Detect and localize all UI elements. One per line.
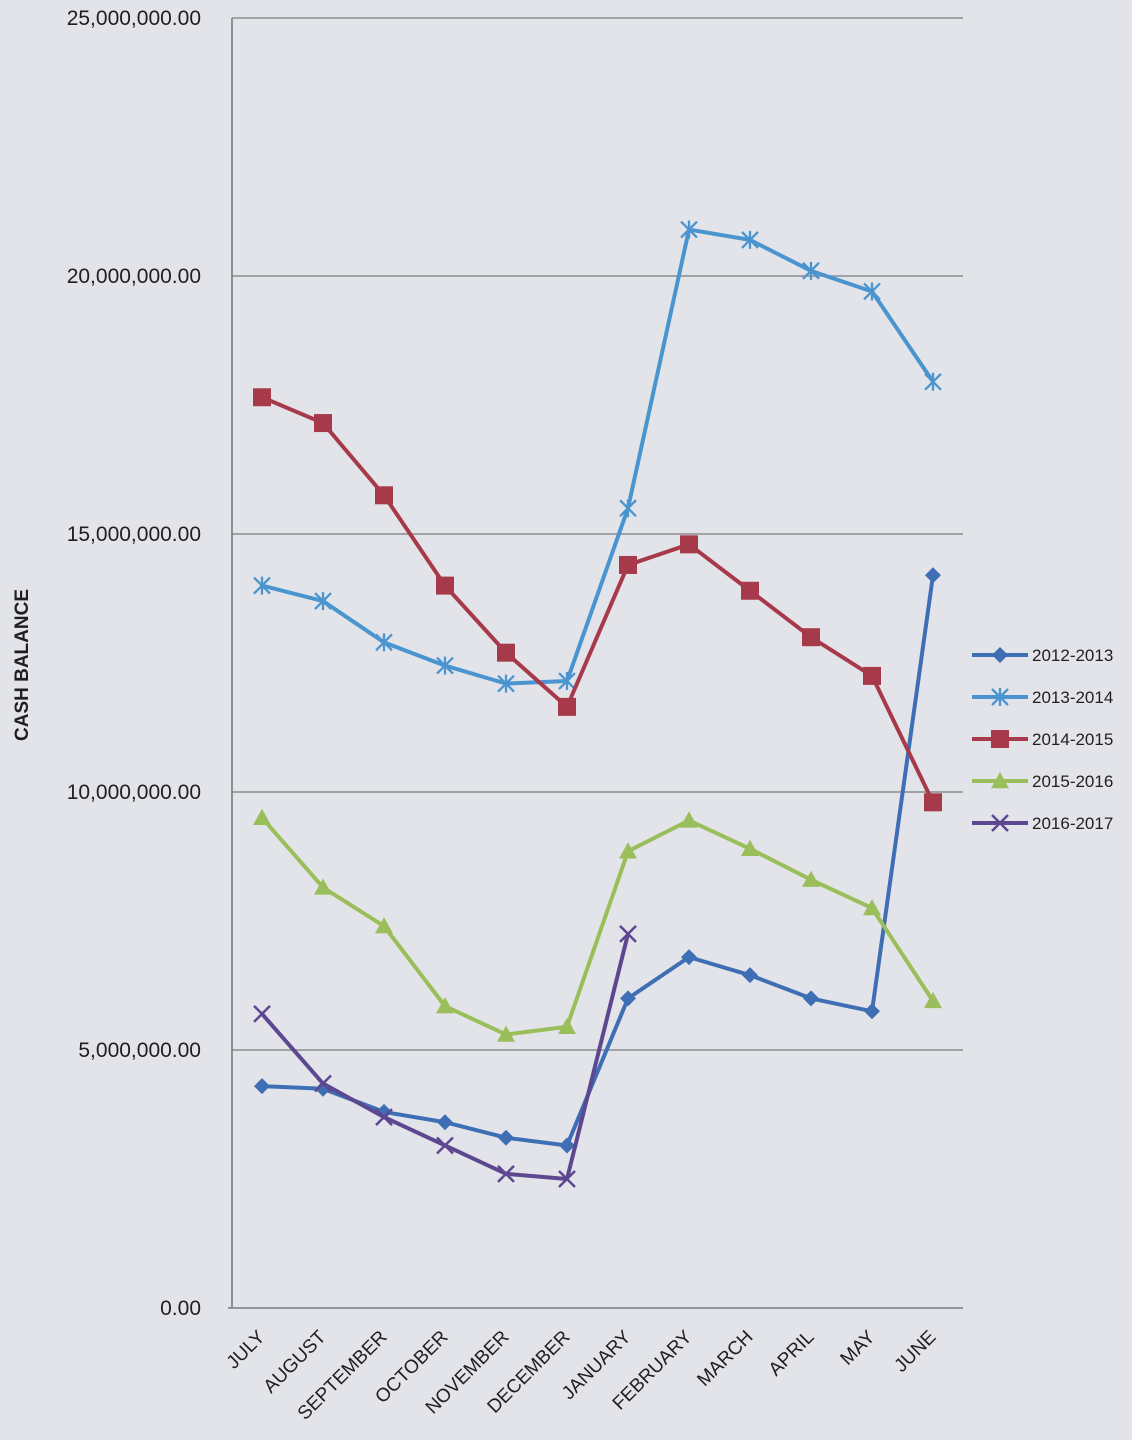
x-tick-label: MAY <box>837 1326 880 1369</box>
series-line <box>260 227 935 686</box>
legend-label: 2015-2016 <box>1032 772 1113 791</box>
legend-item: 2016-2017 <box>972 814 1113 833</box>
data-point <box>803 990 819 1007</box>
data-point <box>680 811 698 828</box>
data-point <box>253 576 271 595</box>
legend-label: 2013-2014 <box>1032 688 1113 707</box>
data-point <box>558 1170 576 1188</box>
series-line <box>260 573 935 1148</box>
series-2012-2013 <box>254 567 941 1154</box>
data-point <box>559 1137 575 1154</box>
series-line <box>260 395 935 805</box>
series-2013-2014 <box>253 220 942 693</box>
legend-marker <box>992 647 1008 663</box>
data-point <box>802 261 820 280</box>
y-tick-label: 0.00 <box>160 1297 201 1320</box>
data-point <box>436 576 454 595</box>
legend-item: 2014-2015 <box>972 730 1113 749</box>
legend-item: 2013-2014 <box>972 688 1113 707</box>
y-axis-label: CASH BALANCE <box>12 589 33 741</box>
x-tick-label: MARCH <box>693 1327 757 1391</box>
data-point <box>558 697 576 716</box>
data-point <box>314 878 332 895</box>
data-point <box>437 1114 453 1131</box>
legend-item: 2012-2013 <box>972 646 1113 665</box>
data-point <box>497 1164 515 1183</box>
data-point <box>802 870 820 887</box>
y-tick-labels: 0.00 5,000,000.00 10,000,000.00 15,000,000.… <box>67 7 201 1320</box>
legend-marker <box>991 772 1009 789</box>
data-point <box>620 990 636 1007</box>
data-point <box>924 793 942 812</box>
data-point <box>375 633 393 652</box>
series-line <box>260 931 630 1181</box>
x-tick-label: JUNE <box>891 1327 941 1377</box>
data-point <box>436 656 454 675</box>
data-point <box>741 230 759 249</box>
data-point <box>497 674 515 693</box>
data-point <box>863 666 881 685</box>
data-point <box>681 949 697 966</box>
data-point <box>680 220 698 239</box>
data-point <box>254 1078 270 1095</box>
data-point <box>498 1129 514 1146</box>
data-point <box>497 1025 515 1042</box>
data-point <box>863 282 881 301</box>
legend: 2012-2013 2013-2014 2014-2015 2015-2016 2016… <box>972 646 1113 833</box>
data-point <box>925 567 941 584</box>
legend-label: 2012-2013 <box>1032 646 1113 665</box>
series-2014-2015 <box>253 388 942 812</box>
series-2015-2016 <box>253 808 942 1042</box>
legend-marker <box>991 730 1009 748</box>
y-tick-label: 20,000,000.00 <box>67 265 201 288</box>
data-point <box>680 535 698 554</box>
data-point <box>375 1108 393 1126</box>
data-point <box>375 486 393 505</box>
data-point <box>436 1136 454 1155</box>
data-point <box>558 1017 576 1034</box>
data-point <box>619 842 637 859</box>
series-lines <box>253 220 942 1188</box>
y-tick-label: 15,000,000.00 <box>67 523 201 546</box>
legend-label: 2016-2017 <box>1032 814 1113 833</box>
series-line <box>260 815 935 1037</box>
data-point <box>619 555 637 574</box>
data-point <box>558 672 576 691</box>
series-2016-2017 <box>253 925 637 1188</box>
data-point <box>741 581 759 600</box>
legend-marker <box>991 688 1009 706</box>
data-point <box>741 839 759 856</box>
gridlines <box>232 17 963 1051</box>
x-tick-label: APRIL <box>765 1327 819 1381</box>
data-point <box>253 388 271 407</box>
y-tick-label: 5,000,000.00 <box>78 1039 201 1062</box>
y-tick-label: 25,000,000.00 <box>67 7 201 30</box>
legend-label: 2014-2015 <box>1032 730 1113 749</box>
legend-item: 2015-2016 <box>972 772 1113 791</box>
data-point <box>863 899 881 916</box>
data-point <box>314 592 332 611</box>
data-point <box>619 499 637 518</box>
data-point <box>864 1003 880 1020</box>
data-point <box>924 372 942 391</box>
data-point <box>436 997 454 1014</box>
data-point <box>314 1074 332 1093</box>
axes <box>228 18 963 1309</box>
x-tick-labels: JULYAUGUSTSEPTEMBEROCTOBERNOVEMBERDECEMB… <box>223 1326 941 1424</box>
data-point <box>802 628 820 647</box>
data-point <box>619 925 637 943</box>
legend-marker <box>991 814 1009 832</box>
data-point <box>924 991 942 1009</box>
data-point <box>742 967 758 984</box>
x-tick-label: JULY <box>223 1326 270 1373</box>
data-point <box>497 643 515 662</box>
data-point <box>375 917 393 934</box>
y-tick-label: 10,000,000.00 <box>67 781 201 804</box>
data-point <box>253 808 271 825</box>
data-point <box>253 1004 271 1023</box>
data-point <box>314 414 332 433</box>
